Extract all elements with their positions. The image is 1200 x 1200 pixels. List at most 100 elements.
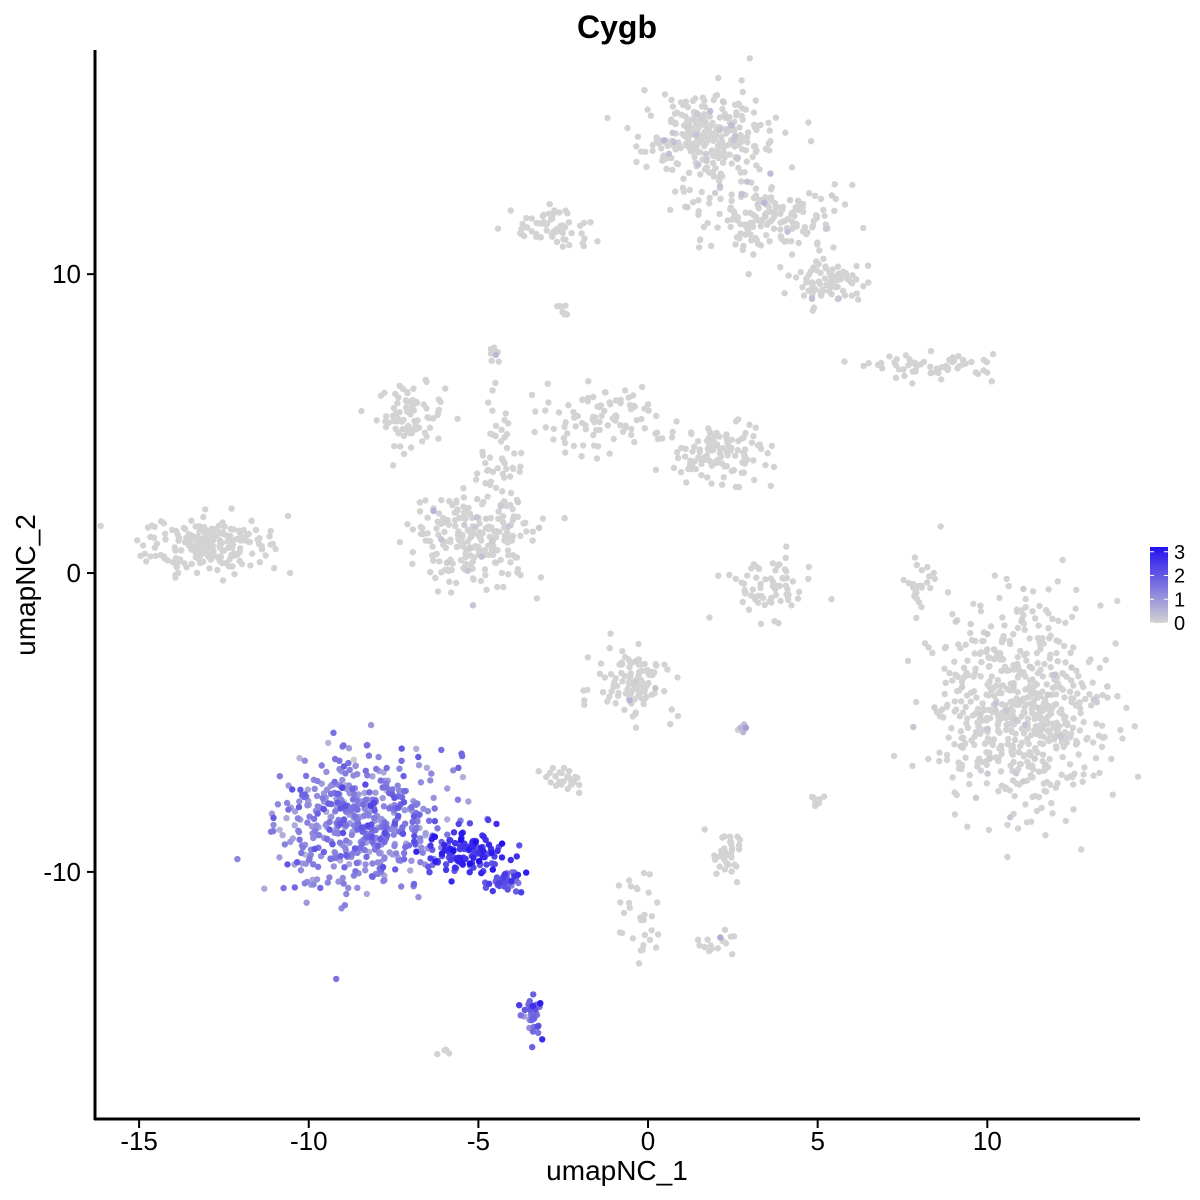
cell-point: [1077, 709, 1084, 717]
cell-point: [489, 866, 496, 873]
cell-point: [1010, 682, 1017, 689]
cell-point: [941, 644, 949, 652]
cell-point: [478, 869, 485, 877]
cell-point: [848, 292, 855, 299]
cell-point: [517, 532, 524, 539]
cell-point: [410, 385, 417, 392]
cell-point: [413, 848, 420, 855]
cell-point: [957, 743, 964, 750]
cell-point: [747, 592, 755, 599]
cell-point: [983, 691, 990, 698]
cell-point: [942, 364, 950, 372]
cell-point: [579, 442, 587, 449]
cell-point: [1023, 819, 1031, 826]
cell-point: [466, 869, 473, 876]
cell-point: [874, 361, 882, 368]
cell-point: [504, 886, 511, 893]
cell-point: [936, 757, 943, 765]
cell-point: [864, 262, 872, 269]
cell-point: [248, 517, 255, 524]
cell-point: [788, 602, 795, 609]
cell-point: [788, 251, 796, 258]
cell-point: [446, 578, 453, 585]
cell-point: [505, 523, 512, 530]
cell-point: [398, 794, 406, 801]
cell-point: [485, 841, 493, 848]
cell-point: [953, 688, 961, 695]
cell-point: [931, 575, 938, 582]
cell-point: [913, 595, 920, 602]
cell-point: [984, 770, 991, 777]
cell-point: [732, 101, 739, 108]
cell-point: [1086, 691, 1093, 698]
cell-point: [485, 525, 492, 533]
cell-point: [943, 756, 951, 764]
cell-point: [772, 567, 779, 574]
cell-point: [1053, 649, 1060, 657]
cell-point: [755, 565, 762, 572]
cell-point: [407, 444, 415, 451]
cell-point: [612, 700, 619, 707]
cell-point: [820, 287, 827, 294]
cell-point: [853, 290, 860, 297]
cell-point: [717, 170, 724, 177]
cell-point: [380, 877, 387, 885]
cell-point: [716, 863, 723, 870]
cell-point: [461, 509, 469, 517]
cell-point: [478, 537, 485, 544]
cell-point: [670, 464, 678, 471]
cell-point: [431, 805, 438, 812]
cell-point: [318, 762, 325, 769]
cell-point: [757, 121, 764, 129]
cell-point: [1068, 664, 1075, 671]
cell-point: [971, 650, 978, 657]
cell-point: [396, 765, 403, 772]
cell-point: [430, 415, 437, 422]
cell-point: [349, 785, 356, 793]
cell-point: [491, 559, 499, 566]
cell-point: [964, 657, 971, 664]
cell-point: [286, 569, 294, 577]
x-tick-label: -15: [120, 1126, 158, 1156]
cell-point: [685, 169, 693, 176]
cell-point: [134, 537, 141, 544]
cell-point: [784, 228, 791, 235]
cell-point: [297, 867, 305, 874]
cell-point: [193, 569, 201, 576]
cell-point: [719, 98, 727, 105]
cell-point: [411, 832, 418, 840]
cell-point: [543, 227, 550, 234]
cell-point: [1114, 693, 1121, 700]
cell-point: [667, 206, 674, 213]
cell-point: [1023, 657, 1030, 664]
cell-point: [698, 134, 706, 141]
cell-point: [1059, 753, 1066, 761]
cell-point: [342, 822, 350, 829]
cell-point: [460, 843, 467, 850]
cell-point: [715, 74, 722, 82]
x-axis-ticks: -15 -10 -5 0 5 10: [120, 1120, 1002, 1156]
cell-point: [537, 574, 545, 581]
cell-point: [427, 842, 434, 849]
cell-point: [771, 213, 778, 220]
cell-point: [709, 119, 716, 127]
cell-point: [695, 244, 703, 251]
cell-point: [1047, 664, 1054, 671]
cell-point: [1068, 613, 1076, 621]
cell-point: [711, 852, 718, 859]
cell-point: [811, 192, 819, 199]
cell-point: [504, 547, 512, 554]
cell-point: [754, 240, 762, 248]
cell-point: [622, 422, 629, 429]
cell-point: [348, 831, 355, 839]
cell-point: [705, 947, 713, 955]
cell-point: [977, 602, 984, 609]
cell-point: [350, 791, 358, 798]
cell-point: [638, 383, 646, 391]
cell-point: [1024, 735, 1031, 743]
cell-point: [446, 837, 453, 844]
cell-point: [701, 826, 708, 833]
cell-point: [432, 858, 439, 865]
cell-point: [661, 91, 669, 98]
cell-point: [291, 884, 298, 891]
